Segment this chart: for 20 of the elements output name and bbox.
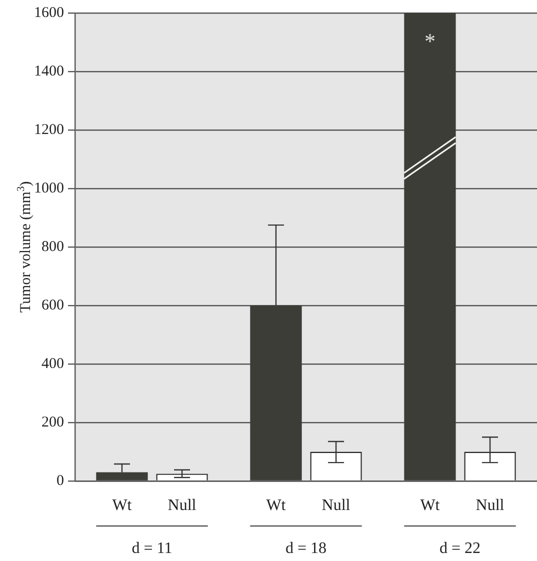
text: Wt — [266, 497, 286, 514]
y-tick-label: 800 — [42, 238, 64, 255]
text: Null — [476, 497, 504, 514]
series-label: Null — [168, 497, 197, 514]
y-tick-label: 0 — [56, 472, 64, 489]
text: Wt — [420, 497, 440, 514]
y-tick-label: 600 — [42, 297, 64, 314]
x-tick-label: d = 18 — [285, 540, 327, 557]
y-tick-label: 1600 — [34, 4, 64, 21]
y-tick-label: 400 — [42, 356, 64, 372]
series-label: Wt — [112, 497, 132, 514]
y-tick-label: 1000 — [34, 180, 64, 196]
x-tick-label: d = 22 — [439, 540, 481, 557]
annotation: * — [424, 28, 436, 54]
y-tick-label: 1400 — [34, 63, 64, 80]
y-tick-label: 1200 — [34, 122, 64, 138]
y-axis-title: Tumor volume (mm3) — [16, 181, 34, 313]
text: Null — [322, 497, 350, 514]
x-tick-label: d = 11 — [132, 540, 172, 557]
y-tick-label: 200 — [42, 414, 64, 430]
